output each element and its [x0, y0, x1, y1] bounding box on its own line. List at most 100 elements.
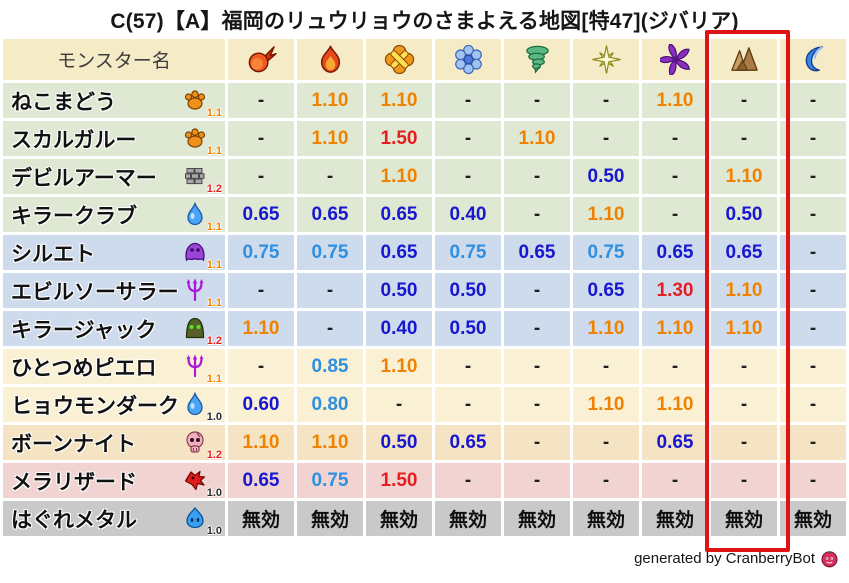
value-cell: 1.10 — [642, 311, 708, 346]
value-cell: - — [504, 387, 570, 422]
element-header-fireball — [228, 39, 294, 80]
monster-icon-slot: 1.1 — [183, 201, 222, 232]
monster-name: ボーンナイト — [11, 432, 136, 456]
value-cell: 1.10 — [711, 159, 777, 194]
value-cell: 無効 — [366, 501, 432, 536]
monster-row: キラークラブ 1.1 0.65 0.65 0.65 0.40-1.10-0.50- — [3, 197, 846, 232]
value-cell: 1.10 — [228, 311, 294, 346]
monster-level-badge: 1.0 — [206, 486, 222, 499]
droplet-icon — [183, 391, 209, 416]
value-cell: - — [297, 159, 363, 194]
monster-level-badge: 1.1 — [206, 220, 222, 233]
paw-icon — [183, 88, 209, 112]
monster-name-cell: ボーンナイト 1.2 — [3, 425, 225, 460]
value-cell: - — [642, 463, 708, 498]
value-cell: - — [504, 273, 570, 308]
value-cell: 0.85 — [297, 349, 363, 384]
value-cell: - — [780, 159, 846, 194]
monster-level-badge: 1.1 — [206, 372, 222, 385]
value-cell: - — [435, 387, 501, 422]
value-cell: - — [435, 159, 501, 194]
value-cell: 0.75 — [228, 235, 294, 270]
slime-icon — [183, 506, 209, 530]
value-cell: - — [504, 159, 570, 194]
element-header-sparkle — [573, 39, 639, 80]
value-cell: - — [504, 83, 570, 118]
value-cell: - — [504, 425, 570, 460]
value-cell: 無効 — [780, 501, 846, 536]
value-cell: - — [642, 159, 708, 194]
value-cell: 0.65 — [573, 273, 639, 308]
value-cell: 1.10 — [573, 197, 639, 232]
monster-row: はぐれメタル 1.0 無効 無効 無効 無効 無効 無効 無効 無効 無効 — [3, 501, 846, 536]
value-cell: 0.65 — [504, 235, 570, 270]
element-header-flame — [297, 39, 363, 80]
monster-name-cell: シルエト 1.1 — [3, 235, 225, 270]
brick-icon — [183, 164, 209, 188]
header-row: モンスター名 — [3, 39, 846, 80]
monster-icon-slot: 1.2 — [183, 164, 222, 194]
monster-name-cell: メラリザード 1.0 — [3, 463, 225, 498]
value-cell: 0.65 — [228, 197, 294, 232]
element-header-pinwheel — [642, 39, 708, 80]
value-cell: - — [435, 83, 501, 118]
monster-name-header: モンスター名 — [3, 39, 225, 80]
value-cell: 0.60 — [228, 387, 294, 422]
value-cell: 1.10 — [573, 387, 639, 422]
element-header-rock — [711, 39, 777, 80]
monster-icon-slot: 1.0 — [183, 391, 222, 422]
monster-name: ひとつめピエロ — [11, 356, 157, 380]
value-cell: 0.50 — [711, 197, 777, 232]
value-cell: 0.50 — [435, 273, 501, 308]
monster-row: ヒョウモンダーク 1.0 0.60 0.80- - -1.10 1.10- - — [3, 387, 846, 422]
value-cell: - — [780, 349, 846, 384]
value-cell: - — [366, 387, 432, 422]
monster-row: エビルソーサラー 1.1- -0.50 0.50-0.65 1.30 1.10- — [3, 273, 846, 308]
monster-tbody: ねこまどう 1.1-1.10 1.10- - -1.10- - スカルガルー 1.1-1.10… — [3, 83, 846, 536]
trident-icon — [183, 354, 209, 378]
monster-name-cell: デビルアーマー 1.2 — [3, 159, 225, 194]
monster-icon-slot: 1.0 — [183, 468, 222, 498]
value-cell: - — [642, 349, 708, 384]
value-cell: 無効 — [642, 501, 708, 536]
value-cell: 1.10 — [228, 425, 294, 460]
credit-text: generated by CranberryBot — [634, 550, 815, 567]
monster-name-cell: スカルガルー 1.1 — [3, 121, 225, 156]
monster-level-badge: 1.1 — [206, 296, 222, 309]
monster-name: はぐれメタル — [11, 508, 137, 532]
monster-name-cell: はぐれメタル 1.0 — [3, 501, 225, 536]
page-title: C(57)【A】福岡のリュウリョウのさまよえる地図[特47](ジバリア) — [110, 10, 739, 33]
value-cell: 0.65 — [366, 197, 432, 232]
value-cell: - — [780, 121, 846, 156]
flame-icon — [297, 44, 363, 75]
value-cell: 1.50 — [366, 121, 432, 156]
monster-level-badge: 1.2 — [206, 182, 222, 195]
value-cell: 1.10 — [297, 83, 363, 118]
monster-icon-slot: 1.2 — [183, 430, 222, 460]
monster-name-cell: ねこまどう 1.1 — [3, 83, 225, 118]
monster-icon-slot: 1.1 — [183, 126, 222, 156]
value-cell: 1.10 — [711, 273, 777, 308]
element-header-wave — [780, 39, 846, 80]
monster-level-badge: 1.2 — [206, 334, 222, 347]
value-cell: 0.50 — [366, 273, 432, 308]
monster-level-badge: 1.1 — [206, 258, 222, 271]
value-cell: 0.50 — [366, 425, 432, 460]
sparkle-icon — [573, 44, 639, 75]
monster-icon-slot: 1.1 — [183, 88, 222, 118]
monster-icon-slot: 1.0 — [183, 506, 222, 536]
value-cell: - — [435, 463, 501, 498]
value-cell: - — [435, 121, 501, 156]
value-cell: - — [711, 349, 777, 384]
value-cell: - — [642, 197, 708, 232]
value-cell: - — [228, 121, 294, 156]
value-cell: 無効 — [711, 501, 777, 536]
value-cell: - — [711, 121, 777, 156]
value-cell: - — [228, 83, 294, 118]
element-header-burst — [366, 39, 432, 80]
value-cell: - — [780, 311, 846, 346]
value-cell: 1.10 — [573, 311, 639, 346]
value-cell: 1.10 — [366, 349, 432, 384]
monster-level-badge: 1.0 — [206, 524, 222, 537]
value-cell: - — [228, 159, 294, 194]
